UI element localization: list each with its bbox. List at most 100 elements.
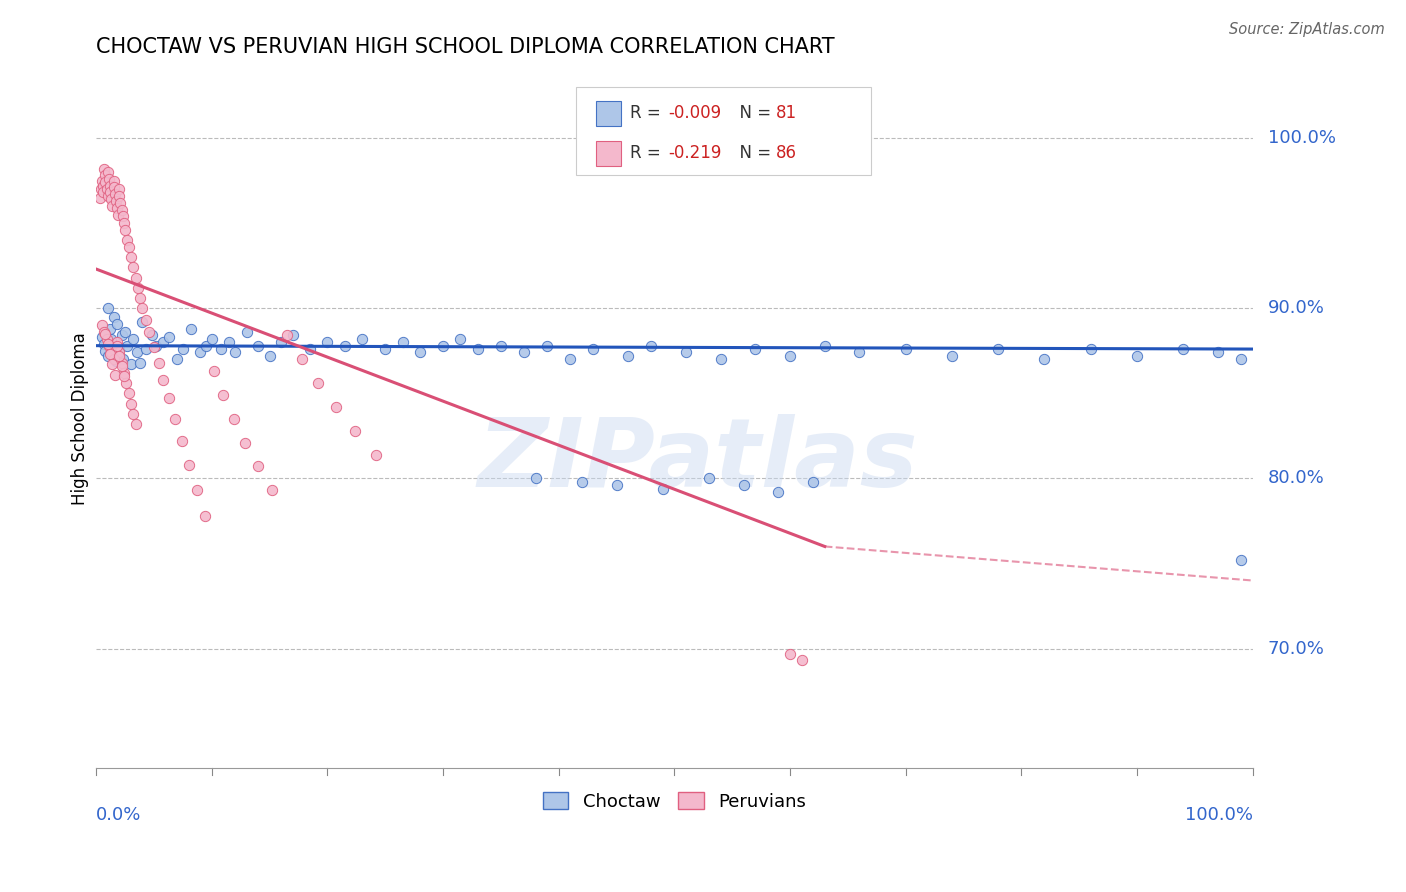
Legend: Choctaw, Peruvians: Choctaw, Peruvians (536, 785, 813, 818)
Point (941, 349, 963, 363)
Point (103, 310, 125, 324)
Point (93, 161, 115, 176)
Text: -0.219: -0.219 (669, 145, 723, 162)
Point (449, 332, 471, 346)
Point (352, 332, 374, 346)
Point (201, 332, 224, 346)
Point (104, 194, 127, 208)
Point (1206, 345, 1229, 359)
Point (120, 250, 142, 264)
Point (112, 216, 135, 230)
Point (145, 339, 167, 353)
Point (801, 475, 824, 489)
Point (270, 335, 292, 350)
Point (91, 178, 114, 193)
Point (675, 345, 697, 359)
Point (606, 478, 628, 492)
Point (91, 186, 114, 200)
Point (108, 189, 131, 203)
Point (112, 369, 135, 384)
Point (103, 342, 125, 356)
Point (790, 653, 813, 667)
Point (779, 349, 801, 363)
Point (94, 175, 117, 189)
Point (96, 182, 118, 196)
Point (316, 335, 339, 350)
Text: N =: N = (728, 145, 776, 162)
Point (108, 345, 131, 359)
Point (157, 392, 180, 406)
Point (166, 352, 188, 367)
Point (94, 343, 117, 358)
Point (467, 342, 489, 356)
Point (697, 471, 720, 485)
Point (97, 301, 120, 316)
Point (97, 172, 120, 186)
Point (94, 326, 117, 341)
Point (104, 368, 127, 382)
Point (104, 354, 127, 368)
Point (93, 325, 115, 339)
Point (571, 475, 593, 489)
Point (111, 202, 134, 217)
Point (91, 330, 114, 344)
Text: N =: N = (728, 104, 776, 122)
Point (100, 192, 122, 206)
Point (247, 459, 270, 474)
Point (97, 337, 120, 351)
Point (281, 328, 304, 343)
Point (122, 332, 145, 346)
Text: 0.0%: 0.0% (96, 806, 142, 824)
Point (524, 471, 547, 485)
Point (224, 345, 246, 359)
Point (1173, 342, 1195, 356)
Point (103, 173, 125, 187)
Point (143, 340, 166, 354)
Point (1230, 352, 1253, 367)
FancyBboxPatch shape (576, 87, 870, 175)
Point (188, 345, 211, 359)
Text: 90.0%: 90.0% (1268, 299, 1324, 318)
Point (177, 458, 200, 472)
Point (291, 352, 314, 367)
Text: ZIPatlas: ZIPatlas (477, 414, 918, 508)
Point (186, 483, 208, 498)
Text: Source: ZipAtlas.com: Source: ZipAtlas.com (1229, 22, 1385, 37)
Point (640, 339, 662, 353)
Text: 100.0%: 100.0% (1185, 806, 1253, 824)
Point (105, 201, 128, 215)
FancyBboxPatch shape (596, 101, 621, 126)
Point (117, 233, 139, 247)
Text: 70.0%: 70.0% (1268, 640, 1324, 657)
Point (163, 412, 186, 426)
Point (98, 186, 121, 200)
Point (104, 187, 127, 202)
Point (307, 376, 329, 390)
Point (125, 345, 148, 359)
FancyBboxPatch shape (596, 141, 621, 166)
Point (209, 342, 232, 356)
Point (409, 345, 432, 359)
Point (120, 396, 142, 410)
Point (432, 339, 454, 353)
Point (364, 448, 387, 462)
Point (122, 407, 145, 421)
Point (560, 352, 582, 367)
Point (744, 342, 766, 356)
Text: 81: 81 (776, 104, 797, 122)
Point (111, 328, 134, 343)
Point (112, 366, 135, 380)
Point (131, 315, 153, 329)
Point (114, 325, 136, 339)
Point (152, 335, 174, 350)
Point (91, 173, 114, 187)
Point (848, 345, 870, 359)
Point (98, 321, 121, 335)
Point (117, 339, 139, 353)
Point (235, 435, 257, 450)
Point (148, 356, 170, 370)
Point (117, 386, 139, 401)
Point (152, 373, 174, 387)
Y-axis label: High School Diploma: High School Diploma (72, 333, 89, 505)
Point (218, 335, 240, 350)
